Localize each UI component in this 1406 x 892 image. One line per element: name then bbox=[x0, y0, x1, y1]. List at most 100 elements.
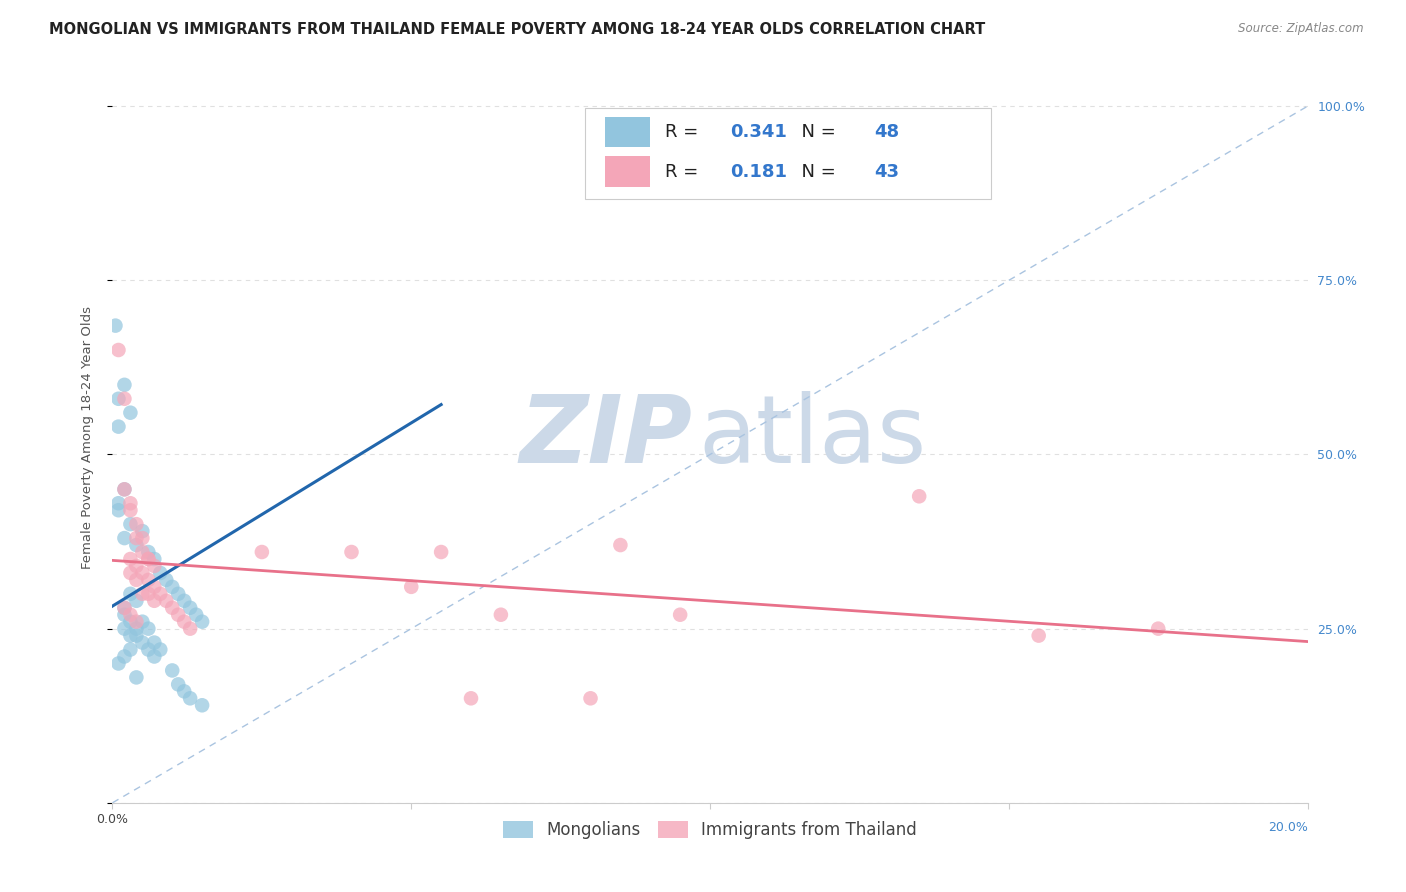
Point bbox=[114, 600, 135, 615]
Point bbox=[125, 558, 148, 573]
Point bbox=[125, 622, 148, 636]
Point bbox=[107, 503, 129, 517]
Point bbox=[114, 600, 135, 615]
Y-axis label: Female Poverty Among 18-24 Year Olds: Female Poverty Among 18-24 Year Olds bbox=[82, 306, 94, 568]
Point bbox=[120, 615, 142, 629]
Point bbox=[173, 615, 195, 629]
Point bbox=[120, 607, 142, 622]
Point bbox=[125, 531, 148, 545]
Point bbox=[114, 607, 135, 622]
Point bbox=[107, 343, 129, 357]
Point bbox=[489, 607, 512, 622]
Point bbox=[179, 622, 201, 636]
Point bbox=[114, 483, 135, 497]
Point bbox=[908, 489, 931, 503]
Point bbox=[120, 503, 142, 517]
Point bbox=[107, 392, 129, 406]
Point bbox=[114, 377, 135, 392]
FancyBboxPatch shape bbox=[605, 156, 651, 187]
Point bbox=[114, 483, 135, 497]
Text: MONGOLIAN VS IMMIGRANTS FROM THAILAND FEMALE POVERTY AMONG 18-24 YEAR OLDS CORRE: MONGOLIAN VS IMMIGRANTS FROM THAILAND FE… bbox=[49, 22, 986, 37]
Point bbox=[179, 600, 201, 615]
Point bbox=[579, 691, 602, 706]
Point bbox=[138, 587, 160, 601]
Point bbox=[173, 594, 195, 608]
Text: R =: R = bbox=[665, 123, 703, 141]
Point bbox=[162, 664, 183, 678]
Point bbox=[149, 566, 172, 580]
Text: 43: 43 bbox=[873, 162, 898, 180]
Text: R =: R = bbox=[665, 162, 703, 180]
Point bbox=[143, 594, 166, 608]
Point bbox=[401, 580, 423, 594]
Point bbox=[120, 566, 142, 580]
Point bbox=[131, 635, 153, 649]
Point bbox=[114, 392, 135, 406]
Text: 48: 48 bbox=[873, 123, 898, 141]
Point bbox=[143, 635, 166, 649]
Point bbox=[1028, 629, 1050, 643]
Point bbox=[430, 545, 453, 559]
Point bbox=[149, 642, 172, 657]
Point bbox=[107, 657, 129, 671]
Point bbox=[131, 566, 153, 580]
Point bbox=[162, 600, 183, 615]
Point bbox=[609, 141, 631, 155]
Point bbox=[120, 629, 142, 643]
Point bbox=[125, 615, 148, 629]
Point bbox=[104, 318, 127, 333]
Text: 0.181: 0.181 bbox=[730, 162, 787, 180]
Point bbox=[143, 649, 166, 664]
Text: atlas: atlas bbox=[699, 391, 927, 483]
Point bbox=[125, 573, 148, 587]
Point bbox=[669, 607, 692, 622]
Point bbox=[138, 573, 160, 587]
Point bbox=[114, 649, 135, 664]
Point bbox=[114, 622, 135, 636]
Point bbox=[179, 691, 201, 706]
Point bbox=[138, 622, 160, 636]
Point bbox=[149, 587, 172, 601]
Text: Source: ZipAtlas.com: Source: ZipAtlas.com bbox=[1239, 22, 1364, 36]
Text: N =: N = bbox=[790, 123, 842, 141]
Point bbox=[125, 594, 148, 608]
Text: 0.341: 0.341 bbox=[730, 123, 787, 141]
Point bbox=[131, 615, 153, 629]
FancyBboxPatch shape bbox=[605, 117, 651, 147]
Point bbox=[460, 691, 482, 706]
Point bbox=[173, 684, 195, 698]
Point bbox=[125, 538, 148, 552]
Point bbox=[120, 587, 142, 601]
Point bbox=[120, 552, 142, 566]
Point bbox=[114, 531, 135, 545]
Point bbox=[143, 580, 166, 594]
Legend: Mongolians, Immigrants from Thailand: Mongolians, Immigrants from Thailand bbox=[496, 814, 924, 846]
Point bbox=[609, 538, 631, 552]
Text: 20.0%: 20.0% bbox=[1268, 821, 1308, 834]
Point bbox=[107, 496, 129, 510]
Point bbox=[191, 615, 214, 629]
Point bbox=[125, 629, 148, 643]
Point bbox=[162, 580, 183, 594]
Point bbox=[143, 552, 166, 566]
Point bbox=[107, 419, 129, 434]
Point bbox=[167, 677, 190, 691]
FancyBboxPatch shape bbox=[585, 108, 991, 200]
Text: ZIP: ZIP bbox=[519, 391, 692, 483]
Point bbox=[138, 552, 160, 566]
Point bbox=[138, 545, 160, 559]
Point bbox=[250, 545, 273, 559]
Point bbox=[120, 517, 142, 532]
Point bbox=[131, 524, 153, 538]
Point bbox=[138, 552, 160, 566]
Point bbox=[131, 531, 153, 545]
Point bbox=[143, 558, 166, 573]
Point bbox=[120, 406, 142, 420]
Text: N =: N = bbox=[790, 162, 842, 180]
Point bbox=[138, 642, 160, 657]
Point bbox=[131, 587, 153, 601]
Point bbox=[120, 496, 142, 510]
Point bbox=[1147, 622, 1170, 636]
Point bbox=[167, 587, 190, 601]
Point bbox=[125, 517, 148, 532]
